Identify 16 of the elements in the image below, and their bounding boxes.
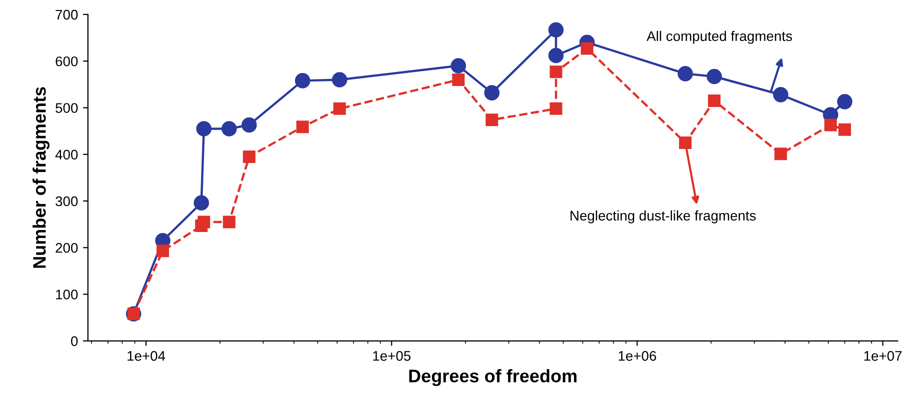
x-tick-label: 1e+06: [618, 350, 656, 361]
y-tick-label: 600: [56, 56, 78, 66]
annotation: All computed fragments: [646, 30, 792, 44]
y-tick-label: 700: [56, 10, 78, 20]
x-tick-label: 1e+04: [128, 350, 166, 361]
y-tick-label: 100: [56, 290, 78, 300]
y-tick-label: 500: [56, 103, 78, 113]
x-tick-label: 1e+05: [373, 350, 411, 361]
y-tick-label: 300: [56, 196, 78, 206]
y-tick-label: 200: [56, 242, 78, 253]
y-axis-title: Number of fragments: [32, 87, 50, 268]
annotation: Neglecting dust-like fragments: [570, 210, 756, 224]
x-axis-title: Degrees of freedom: [409, 369, 576, 386]
y-tick-label: 0: [71, 336, 78, 346]
x-tick-label: 1e+07: [864, 350, 902, 361]
y-tick-label: 400: [55, 150, 78, 160]
